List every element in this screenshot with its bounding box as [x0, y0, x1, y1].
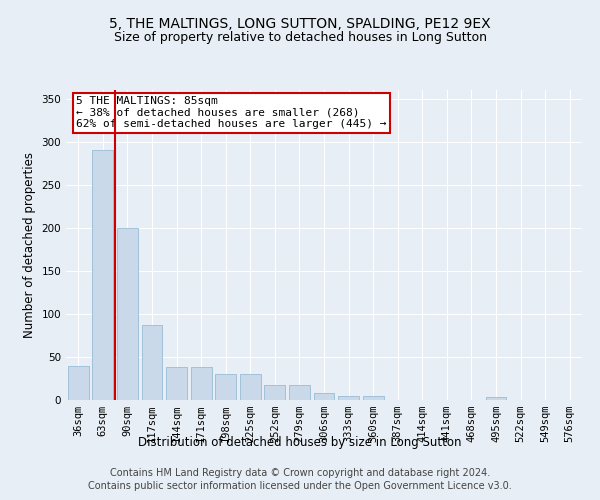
Text: Distribution of detached houses by size in Long Sutton: Distribution of detached houses by size … [138, 436, 462, 449]
Bar [289, 386, 310, 400]
Bar [265, 386, 286, 400]
Bar [142, 325, 163, 400]
Bar [166, 368, 187, 400]
Text: Contains public sector information licensed under the Open Government Licence v3: Contains public sector information licen… [88, 481, 512, 491]
Bar [191, 368, 212, 400]
Bar [215, 374, 236, 400]
Bar [338, 396, 359, 400]
Bar [485, 398, 506, 400]
Bar [117, 228, 138, 400]
Text: 5, THE MALTINGS, LONG SUTTON, SPALDING, PE12 9EX: 5, THE MALTINGS, LONG SUTTON, SPALDING, … [109, 18, 491, 32]
Text: Size of property relative to detached houses in Long Sutton: Size of property relative to detached ho… [113, 31, 487, 44]
Bar [240, 374, 261, 400]
Bar [314, 393, 334, 400]
Bar [92, 150, 113, 400]
Text: Contains HM Land Registry data © Crown copyright and database right 2024.: Contains HM Land Registry data © Crown c… [110, 468, 490, 477]
Y-axis label: Number of detached properties: Number of detached properties [23, 152, 36, 338]
Text: 5 THE MALTINGS: 85sqm
← 38% of detached houses are smaller (268)
62% of semi-det: 5 THE MALTINGS: 85sqm ← 38% of detached … [76, 96, 387, 130]
Bar [68, 366, 89, 400]
Bar [362, 396, 383, 400]
